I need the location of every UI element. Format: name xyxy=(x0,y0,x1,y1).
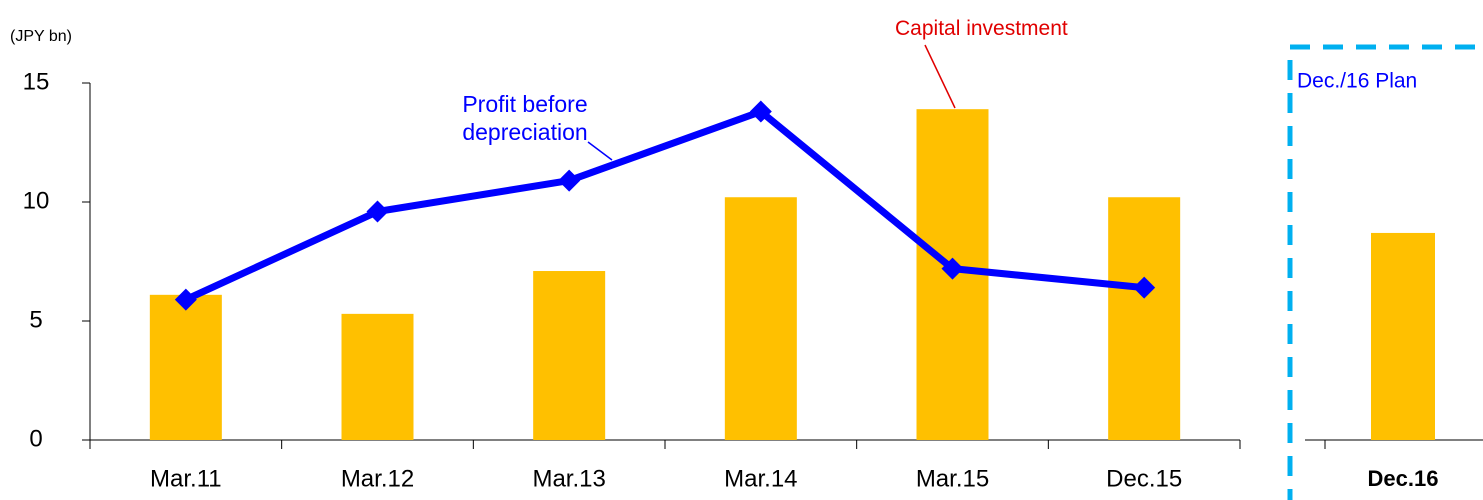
y-tick-label: 5 xyxy=(29,306,42,333)
bar xyxy=(149,294,222,440)
bar xyxy=(1371,232,1435,440)
marker xyxy=(941,257,964,280)
marker xyxy=(174,288,197,311)
bar xyxy=(1108,197,1181,440)
leader-line xyxy=(587,141,613,161)
x-tick-label: Dec.16 xyxy=(1368,466,1439,491)
marker xyxy=(366,200,389,223)
plan-box xyxy=(1287,44,1483,500)
bar xyxy=(724,197,797,440)
bar xyxy=(533,271,606,440)
y-tick-label: 10 xyxy=(23,187,50,214)
x-tick-label: Mar.11 xyxy=(150,465,222,492)
plan-title: Dec./16 Plan xyxy=(1297,70,1417,93)
marker xyxy=(749,100,772,123)
x-tick-label: Mar.13 xyxy=(532,465,605,492)
x-tick-label: Mar.15 xyxy=(916,465,989,492)
x-tick-label: Mar.12 xyxy=(341,465,414,492)
line xyxy=(184,108,1145,303)
bar-annotation: Capital investment xyxy=(895,17,1068,40)
leader-line xyxy=(924,44,956,109)
y-unit: (JPY bn) xyxy=(10,28,72,45)
x-tick-label: Mar.14 xyxy=(724,465,797,492)
bar xyxy=(341,313,414,440)
line-annotation: Profit before depreciation xyxy=(462,91,588,145)
x-tick-label: Dec.15 xyxy=(1106,465,1182,492)
y-tick-label: 0 xyxy=(29,425,42,452)
y-tick-label: 15 xyxy=(23,68,50,95)
marker xyxy=(558,169,581,192)
marker xyxy=(1133,276,1156,299)
